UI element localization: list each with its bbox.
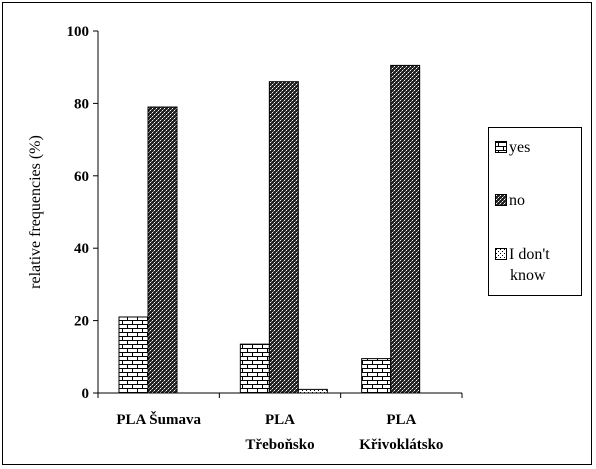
legend-label-yes: yes	[509, 139, 531, 156]
x-category-label: PLA Šumava	[116, 411, 201, 428]
legend-swatch-no	[495, 194, 507, 207]
x-category-label: PLA	[386, 412, 416, 428]
legend-swatch-yes	[495, 141, 507, 154]
bar-i-don-t-know	[297, 388, 328, 394]
legend-item-dont-know-cont: know	[510, 266, 546, 285]
bar-no	[268, 81, 299, 394]
x-category-label: Křivoklátsko	[359, 437, 443, 453]
legend-label-dont-know-line2: know	[510, 267, 546, 284]
chart-legend: yes no I don't know	[488, 127, 582, 296]
legend-swatch-dont-know	[495, 248, 507, 261]
legend-item-yes: yes	[495, 138, 530, 157]
y-tick-label: 40	[74, 241, 89, 257]
bar-yes	[361, 358, 392, 394]
bar-yes	[239, 343, 270, 394]
legend-item-dont-know: I don't	[495, 245, 550, 264]
y-axis-label: relative frequencies (%)	[27, 135, 44, 289]
y-tick-label: 100	[67, 24, 90, 40]
legend-label-dont-know-line1: I don't	[509, 246, 550, 263]
y-tick-label: 80	[74, 96, 89, 112]
x-category-label: PLA	[265, 412, 295, 428]
legend-item-no: no	[495, 191, 525, 210]
bar-yes	[118, 316, 149, 394]
bar-no	[390, 64, 421, 394]
y-tick-label: 20	[74, 314, 89, 330]
chart-frame	[2, 2, 592, 465]
y-tick-label: 60	[74, 169, 89, 185]
legend-label-no: no	[509, 192, 525, 209]
bar-no	[147, 106, 178, 394]
x-category-label: Třeboňsko	[245, 437, 314, 453]
y-tick-label: 0	[82, 386, 90, 402]
